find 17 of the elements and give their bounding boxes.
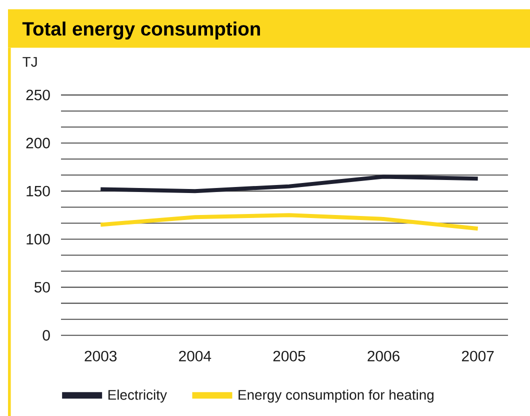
y-axis-title: TJ — [22, 57, 37, 67]
y-tick-label: 250 — [26, 90, 50, 100]
x-tick-label: 2004 — [179, 350, 212, 362]
x-tick-label: 2005 — [273, 350, 306, 362]
legend-label: Electricity — [108, 390, 167, 403]
y-tick-label: 200 — [26, 138, 50, 148]
legend-label: Energy consumption for heating — [238, 390, 434, 403]
x-tick-label: 2003 — [84, 350, 117, 362]
x-tick-label: 2007 — [462, 350, 494, 362]
y-tick-label: 100 — [26, 234, 50, 244]
y-tick-label: 150 — [26, 186, 50, 196]
y-tick-label: 50 — [34, 282, 50, 293]
chart-title: Total energy consumption — [22, 22, 260, 40]
x-tick-label: 2006 — [368, 350, 400, 362]
line-series — [98, 174, 480, 194]
y-tick-label: 0 — [42, 330, 50, 341]
line-series — [98, 213, 480, 231]
